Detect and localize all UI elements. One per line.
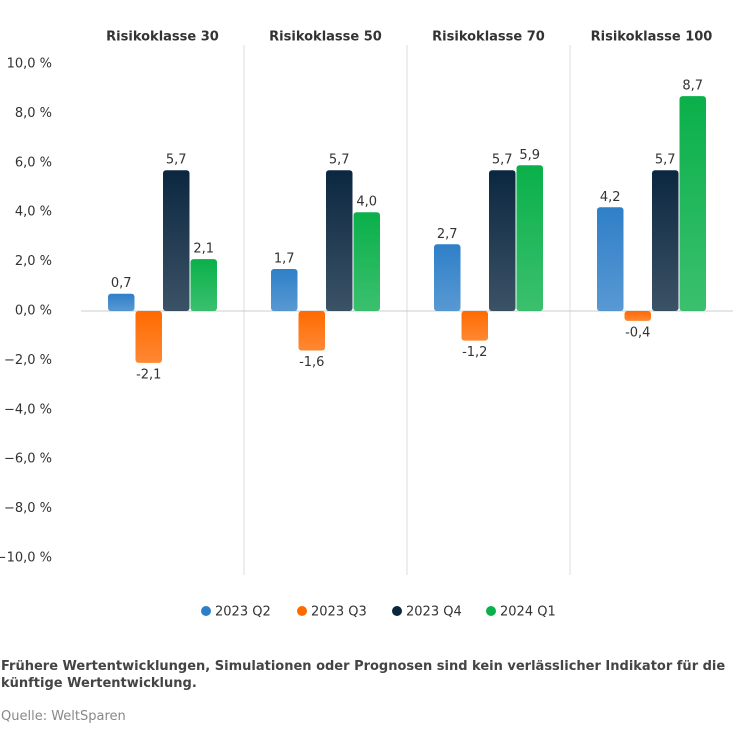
- y-tick-label: 2,0 %: [15, 254, 52, 269]
- y-tick-label: 8,0 %: [15, 106, 52, 121]
- bar: [108, 293, 135, 311]
- data-label: 4,0: [356, 195, 377, 210]
- bar: [135, 311, 162, 363]
- panel-title: Risikoklasse 70: [432, 30, 545, 45]
- bar: [190, 259, 217, 311]
- y-tick-label: 4,0 %: [15, 205, 52, 220]
- bar: [461, 311, 488, 341]
- data-label: 5,7: [655, 153, 676, 168]
- data-label: 4,2: [600, 190, 621, 205]
- data-label: 5,9: [519, 148, 540, 163]
- bar: [434, 244, 461, 311]
- chart: 10,0 % 8,0 % 6,0 % 4,0 % 2,0 % 0,0 % −2,0 % −4,…: [0, 30, 733, 620]
- y-tick-label: 10,0 %: [7, 57, 52, 72]
- data-label: 5,7: [329, 153, 350, 168]
- data-label: 1,7: [274, 252, 295, 267]
- panel-title: Risikoklasse 50: [269, 30, 382, 45]
- data-label: 8,7: [682, 79, 703, 94]
- y-tick-label: −6,0 %: [4, 452, 52, 467]
- bar: [597, 207, 624, 311]
- bar: [652, 170, 679, 311]
- y-tick-label: −8,0 %: [4, 501, 52, 516]
- data-label: 0,7: [111, 276, 132, 291]
- bar: [489, 170, 516, 311]
- legend-marker: [297, 606, 307, 616]
- bar: [516, 165, 543, 311]
- data-label: 5,7: [492, 153, 513, 168]
- y-tick-label: −4,0 %: [4, 402, 52, 417]
- data-label: -1,2: [462, 345, 487, 360]
- legend-label: 2024 Q1: [500, 605, 556, 620]
- y-tick-label: 6,0 %: [15, 155, 52, 170]
- data-label: 2,1: [193, 242, 214, 257]
- bar: [298, 311, 325, 351]
- panel-title: Risikoklasse 100: [591, 30, 713, 45]
- legend-label: 2023 Q2: [215, 605, 271, 620]
- footnote: Frühere Wertentwicklungen, Simulationen …: [1, 659, 726, 691]
- bar: [326, 170, 353, 311]
- y-tick-label: −2,0 %: [4, 353, 52, 368]
- legend-label: 2023 Q4: [406, 605, 462, 620]
- y-tick-label: 0,0 %: [15, 304, 52, 319]
- bar: [624, 311, 651, 321]
- bar: [679, 96, 706, 311]
- panel-title: Risikoklasse 30: [106, 30, 219, 45]
- bar: [163, 170, 190, 311]
- data-label: -1,6: [299, 355, 324, 370]
- legend-marker: [201, 606, 211, 616]
- bar: [353, 212, 380, 311]
- bar: [271, 269, 298, 311]
- data-label: 5,7: [166, 153, 187, 168]
- y-tick-label: −10,0 %: [0, 551, 52, 566]
- data-label: -0,4: [625, 325, 650, 340]
- data-label: -2,1: [136, 367, 161, 382]
- legend-label: 2023 Q3: [311, 605, 367, 620]
- data-label: 2,7: [437, 227, 458, 242]
- legend-marker: [392, 606, 402, 616]
- source: Quelle: WeltSparen: [1, 709, 126, 724]
- legend-marker: [486, 606, 496, 616]
